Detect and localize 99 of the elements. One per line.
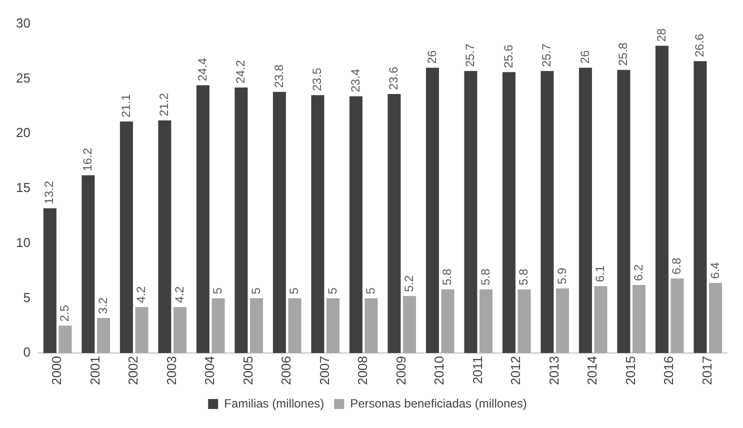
x-tick-label: 2000 bbox=[49, 356, 64, 385]
x-tick-label: 2012 bbox=[508, 356, 524, 385]
bar bbox=[388, 94, 401, 354]
x-tick-label: 2014 bbox=[584, 356, 600, 385]
data-label: 6.2 bbox=[631, 264, 646, 282]
bar bbox=[272, 92, 286, 354]
bar bbox=[632, 285, 646, 354]
data-label: 25.7 bbox=[463, 43, 478, 67]
bar bbox=[288, 298, 302, 354]
bar bbox=[670, 278, 684, 354]
bar bbox=[364, 298, 378, 354]
bar bbox=[518, 289, 531, 354]
data-label: 5.8 bbox=[516, 268, 531, 286]
x-tick-label: 2013 bbox=[546, 356, 562, 385]
data-label: 5 bbox=[287, 287, 302, 294]
legend-label: Personas beneficiadas (millones) bbox=[350, 396, 527, 410]
data-label: 23.5 bbox=[310, 67, 324, 92]
x-tick-label: 2015 bbox=[622, 356, 638, 385]
data-label: 3.2 bbox=[96, 296, 110, 314]
bar bbox=[403, 296, 416, 354]
data-label: 25.8 bbox=[616, 42, 630, 66]
data-label: 6.8 bbox=[670, 257, 684, 274]
y-tick-label: 25 bbox=[16, 70, 30, 86]
x-tick-label: 2007 bbox=[316, 356, 332, 385]
data-label: 23.4 bbox=[348, 68, 362, 92]
y-tick-label: 0 bbox=[23, 344, 30, 360]
bar bbox=[173, 306, 186, 354]
bar bbox=[349, 96, 362, 354]
x-tick-label: 2010 bbox=[432, 356, 447, 385]
x-tick-label: 2006 bbox=[278, 356, 294, 385]
bar bbox=[326, 298, 340, 354]
data-label: 21.2 bbox=[157, 92, 172, 116]
bar bbox=[196, 85, 210, 354]
data-label: 5 bbox=[364, 287, 378, 294]
y-tick-label: 15 bbox=[16, 180, 30, 196]
data-label: 5 bbox=[210, 287, 225, 294]
data-label: 23.6 bbox=[386, 66, 401, 90]
x-tick-label: 2005 bbox=[240, 356, 256, 385]
bar bbox=[464, 70, 478, 354]
bar bbox=[578, 68, 592, 354]
y-tick-label: 20 bbox=[16, 125, 30, 140]
bar bbox=[594, 286, 608, 354]
data-label: 24.2 bbox=[234, 60, 248, 84]
bar bbox=[655, 46, 668, 354]
bar bbox=[502, 72, 516, 354]
data-label: 6.1 bbox=[593, 265, 608, 282]
data-label: 28 bbox=[654, 28, 668, 42]
data-label: 21.1 bbox=[118, 94, 133, 118]
data-label: 2.5 bbox=[58, 304, 72, 322]
x-tick-label: 2003 bbox=[164, 356, 179, 385]
bar bbox=[58, 326, 72, 354]
bar bbox=[250, 298, 263, 354]
bar bbox=[540, 70, 554, 354]
data-label: 5.8 bbox=[440, 268, 454, 286]
x-tick-label: 2017 bbox=[699, 356, 714, 385]
bar bbox=[311, 95, 324, 354]
bar bbox=[426, 68, 439, 354]
x-tick-label: 2011 bbox=[470, 356, 485, 384]
bar bbox=[617, 70, 630, 354]
data-label: 5 bbox=[325, 287, 340, 294]
x-tick-label: 2008 bbox=[355, 356, 370, 385]
y-tick-label: 10 bbox=[16, 234, 30, 250]
bar bbox=[158, 120, 172, 354]
data-label: 26 bbox=[578, 50, 592, 64]
x-tick-label: 2001 bbox=[87, 356, 102, 385]
data-label: 26.6 bbox=[692, 33, 707, 58]
y-tick-label: 5 bbox=[23, 290, 30, 305]
data-label: 5 bbox=[248, 287, 263, 294]
data-label: 5.9 bbox=[554, 267, 569, 284]
bar bbox=[96, 318, 110, 354]
bar bbox=[480, 289, 493, 354]
data-label: 4.2 bbox=[134, 286, 148, 303]
legend-label: Familias (millones) bbox=[224, 396, 324, 410]
bar bbox=[82, 175, 95, 354]
bar bbox=[135, 306, 148, 354]
data-label: 24.4 bbox=[195, 58, 210, 82]
x-tick-label: 2004 bbox=[202, 356, 218, 385]
data-label: 13.2 bbox=[42, 180, 56, 204]
y-tick-label: 30 bbox=[16, 15, 30, 30]
bar bbox=[694, 61, 707, 354]
bar bbox=[234, 87, 248, 354]
data-label: 26 bbox=[424, 50, 439, 64]
data-label: 4.2 bbox=[172, 286, 186, 303]
x-tick-label: 2016 bbox=[661, 356, 676, 385]
bar bbox=[441, 289, 454, 354]
bar bbox=[120, 121, 133, 354]
bar bbox=[212, 298, 225, 354]
data-label: 6.4 bbox=[708, 262, 722, 279]
bar bbox=[43, 208, 56, 354]
data-label: 25.6 bbox=[501, 44, 516, 68]
data-label: 25.7 bbox=[540, 43, 554, 67]
x-tick-label: 2002 bbox=[126, 356, 141, 385]
bar bbox=[556, 288, 570, 354]
data-label: 23.8 bbox=[272, 64, 286, 88]
bar bbox=[709, 282, 722, 354]
x-tick-label: 2009 bbox=[393, 356, 408, 385]
data-label: 5.2 bbox=[402, 274, 416, 292]
data-label: 5.8 bbox=[478, 268, 492, 286]
data-label: 16.2 bbox=[80, 148, 94, 172]
